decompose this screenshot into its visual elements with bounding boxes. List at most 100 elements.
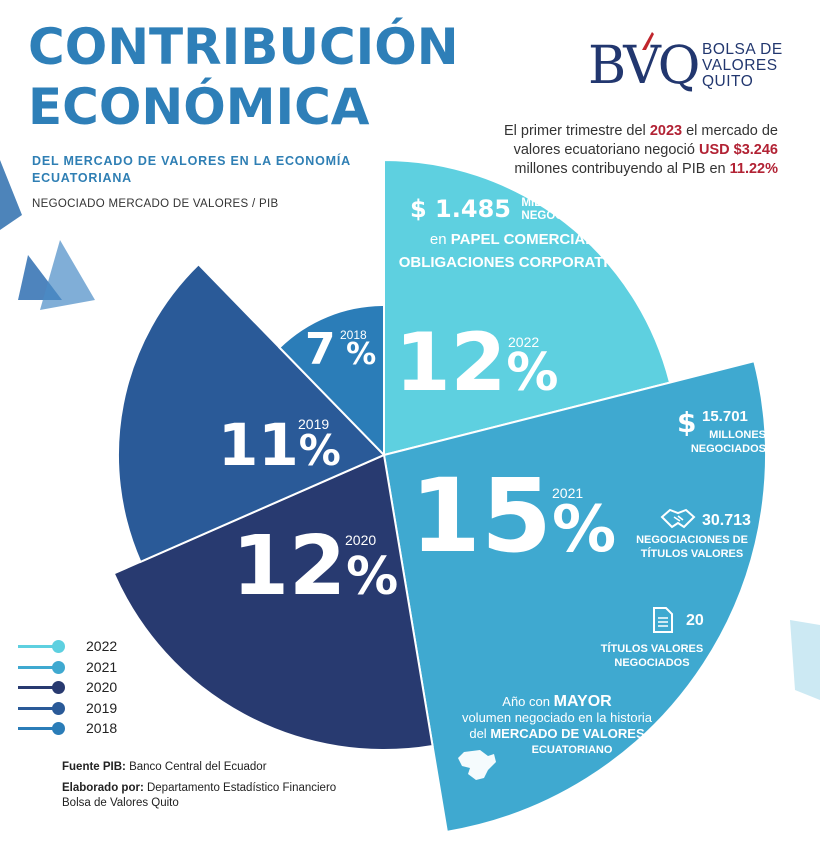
note-text: millones contribuyendo al PIB en [514, 161, 730, 177]
source-value: Banco Central del Ecuador [125, 761, 267, 773]
note-text: El primer trimestre del [503, 123, 650, 139]
slice-value-2019: 11% [218, 410, 341, 486]
slice-year-2022: 2022 [508, 334, 540, 350]
slice-value: 7 [305, 324, 336, 375]
source-label: Fuente PIB: [62, 761, 126, 773]
desc-text: en [429, 231, 451, 248]
handshake-icon [660, 508, 696, 529]
page-title-line1: CONTRIBUCIÓN [28, 18, 459, 76]
stat-line: NEGOCIADOS [614, 657, 690, 669]
legend-dot [52, 660, 65, 674]
legend-item-2021: 2021 [18, 657, 138, 677]
amount-unit-line: MILLONES [521, 197, 581, 209]
note-pct: 11.22% [729, 161, 778, 177]
pie-slice-2021 [382, 359, 767, 833]
titles-label: TÍTULOS VALORES NEGOCIADOS [590, 642, 714, 670]
slice-value-2020: 12% [232, 522, 398, 622]
pie-slice-2020 [112, 453, 434, 751]
logo-line: QUITO [702, 73, 754, 90]
record-bold: MAYOR [553, 693, 612, 710]
decor-shard [790, 620, 820, 700]
legend-item-2018: 2018 [18, 718, 138, 738]
slice-value: 11 [218, 411, 299, 479]
record-text: del [469, 726, 491, 741]
legend-item-2020: 2020 [18, 677, 138, 697]
annotation-2022: $ 1.485 MILLONES NEGOCIADOS [410, 195, 650, 223]
legend-line [18, 665, 56, 669]
amount-label-2021: MILLONES NEGOCIADOS [666, 428, 766, 456]
slice-year-2021: 2021 [552, 485, 584, 501]
logo-mark: BVQ [588, 36, 700, 96]
slice-value: 15 [410, 457, 552, 576]
legend-label: 2022 [86, 638, 118, 654]
note-amount: USD $3.246 [699, 142, 778, 158]
note-year: 2023 [649, 123, 683, 139]
sources: Fuente PIB: Banco Central del Ecuador El… [62, 760, 336, 811]
stat-line: MILLONES [709, 429, 766, 441]
source-value: Departamento Estadístico Financiero [143, 782, 337, 794]
chart-caption: NEGOCIADO MERCADO DE VALORES / PIB [32, 198, 279, 210]
record-note: Año con MAYOR volumen negociado en la hi… [432, 694, 682, 758]
slice-year-2020: 2020 [345, 532, 377, 548]
amount-2022: $ 1.485 [410, 195, 511, 223]
slice-value-2022: 12% [395, 318, 558, 418]
logo-arrow-icon [642, 32, 654, 50]
slice-value: 12 [232, 519, 347, 614]
svg-text:$: $ [677, 406, 696, 436]
slice-value-2021: 15% [410, 462, 616, 585]
legend-dot [52, 722, 65, 735]
desc-text: y [594, 231, 607, 248]
quarter-note: El primer trimestre del 2023 el mercado … [478, 122, 778, 179]
slice-unit: % [346, 547, 399, 607]
stat-line: TÍTULOS VALORES [600, 643, 704, 655]
legend-label: 2021 [86, 658, 118, 675]
negotiations-count: 30.713 [702, 512, 751, 529]
record-text: volumen negociado en la historia [461, 710, 653, 725]
dollar-icon: $ [677, 406, 696, 436]
negotiations-label: NEGOCIACIONES DE TÍTULOS VALORES [630, 533, 754, 561]
slice-year-2019: 2019 [298, 416, 330, 432]
slice-unit: % [335, 337, 377, 372]
legend-label: 2020 [86, 679, 118, 695]
legend-item-2019: 2019 [18, 698, 138, 718]
logo-line: BOLSA DE [702, 41, 783, 58]
amount-unit-2022: MILLONES NEGOCIADOS [521, 197, 600, 223]
source-value: Bolsa de Valores Quito [62, 797, 179, 809]
slice-unit: % [298, 426, 341, 475]
page-title-line2: ECONÓMICA [28, 78, 370, 136]
slice-year-2018: 2018 [340, 328, 367, 342]
legend-label: 2019 [86, 699, 118, 716]
legend-dot [52, 681, 65, 694]
desc-2022: en PAPEL COMERCIAL y OBLIGACIONES CORPOR… [398, 228, 638, 274]
amount-unit-line: NEGOCIADOS [521, 210, 601, 222]
pie-slice-2019 [116, 262, 386, 564]
legend-dot [52, 701, 65, 715]
legend-line [18, 706, 56, 710]
stat-line: NEGOCIADOS [690, 443, 766, 455]
stat-line: NEGOCIACIONES DE [636, 534, 748, 546]
stat-line: TÍTULOS VALORES [640, 548, 744, 560]
legend-line [18, 686, 56, 689]
decor-shard [40, 240, 95, 310]
logo-text: BOLSA DE VALORES QUITO [702, 42, 783, 90]
record-bold: MERCADO DE VALORES [490, 726, 645, 741]
slice-value-2018: 7 % [305, 325, 376, 380]
slice-unit: % [506, 343, 559, 403]
note-text: el mercado de valores ecuatoriano negoci… [513, 123, 778, 158]
slice-value: 12 [395, 316, 507, 409]
document-icon [653, 607, 673, 633]
ecuador-map-icon [458, 750, 496, 780]
titles-count: 20 [686, 612, 704, 629]
logo-line: VALORES [702, 57, 778, 74]
page-subtitle: DEL MERCADO DE VALORES EN LA ECONOMÍA EC… [32, 154, 351, 185]
legend-label: 2018 [86, 720, 118, 736]
desc-bold: OBLIGACIONES CORPORATIVAS [398, 254, 638, 271]
legend-line [18, 727, 56, 730]
source-label: Elaborado por: [62, 782, 144, 794]
record-text: Año con [502, 694, 554, 709]
legend-dot [52, 640, 65, 653]
decor-shard [0, 160, 22, 230]
legend-line [18, 645, 56, 648]
